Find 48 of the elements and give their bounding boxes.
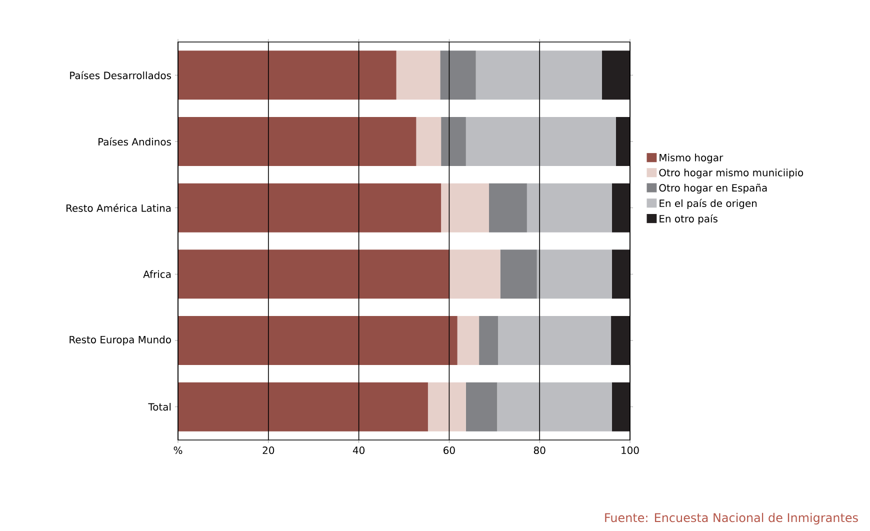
legend-label: Mismo hogar bbox=[660, 154, 724, 164]
bar bbox=[466, 116, 616, 166]
bar bbox=[178, 183, 442, 232]
bar bbox=[612, 183, 630, 232]
y-tick-label: Resto Europa Mundo bbox=[70, 336, 171, 346]
bar bbox=[428, 382, 466, 432]
x-tick-label: 40 bbox=[352, 446, 364, 454]
legend-label: Otro hogar en España bbox=[659, 184, 767, 194]
x-tick-label: 20 bbox=[262, 446, 274, 454]
bar bbox=[498, 316, 612, 365]
y-tick-label: Total bbox=[148, 402, 171, 411]
bar bbox=[178, 382, 428, 432]
y-tick-label: Países Desarrollados bbox=[70, 71, 172, 80]
y-tick-label: Países Andinos bbox=[98, 137, 171, 146]
bar bbox=[476, 50, 602, 100]
x-tick-label: 80 bbox=[534, 446, 546, 454]
bar bbox=[441, 183, 489, 232]
bar bbox=[450, 250, 500, 299]
legend-label: En otro país bbox=[660, 214, 718, 224]
bar bbox=[440, 50, 476, 100]
bar bbox=[178, 50, 396, 100]
bar bbox=[466, 382, 498, 432]
y-tick-label: Africa bbox=[143, 270, 171, 278]
x-tick-label: % bbox=[174, 446, 182, 454]
bar bbox=[441, 116, 466, 166]
bar bbox=[536, 250, 612, 299]
bar bbox=[488, 183, 527, 232]
x-tick-label: 60 bbox=[444, 446, 455, 454]
bar bbox=[616, 116, 630, 166]
bar bbox=[416, 116, 442, 166]
bar bbox=[526, 183, 612, 232]
bar bbox=[457, 316, 480, 365]
y-tick-label: Resto América Latina bbox=[66, 204, 171, 212]
source-note: Fuente: Encuesta Nacional de Inmigrantes bbox=[605, 512, 858, 524]
bar bbox=[178, 250, 450, 299]
bar bbox=[178, 116, 416, 166]
bar bbox=[612, 382, 630, 432]
x-tick-label: 100 bbox=[622, 446, 639, 454]
bar bbox=[612, 250, 630, 299]
legend-label: En el país de origen bbox=[660, 198, 757, 209]
bar bbox=[500, 250, 537, 299]
bar bbox=[497, 382, 612, 432]
bar bbox=[396, 50, 440, 100]
bar bbox=[178, 316, 458, 365]
bar bbox=[479, 316, 498, 365]
bar bbox=[602, 50, 630, 100]
legend-label: Otro hogar mismo municiipio bbox=[659, 168, 804, 178]
bar bbox=[611, 316, 630, 365]
